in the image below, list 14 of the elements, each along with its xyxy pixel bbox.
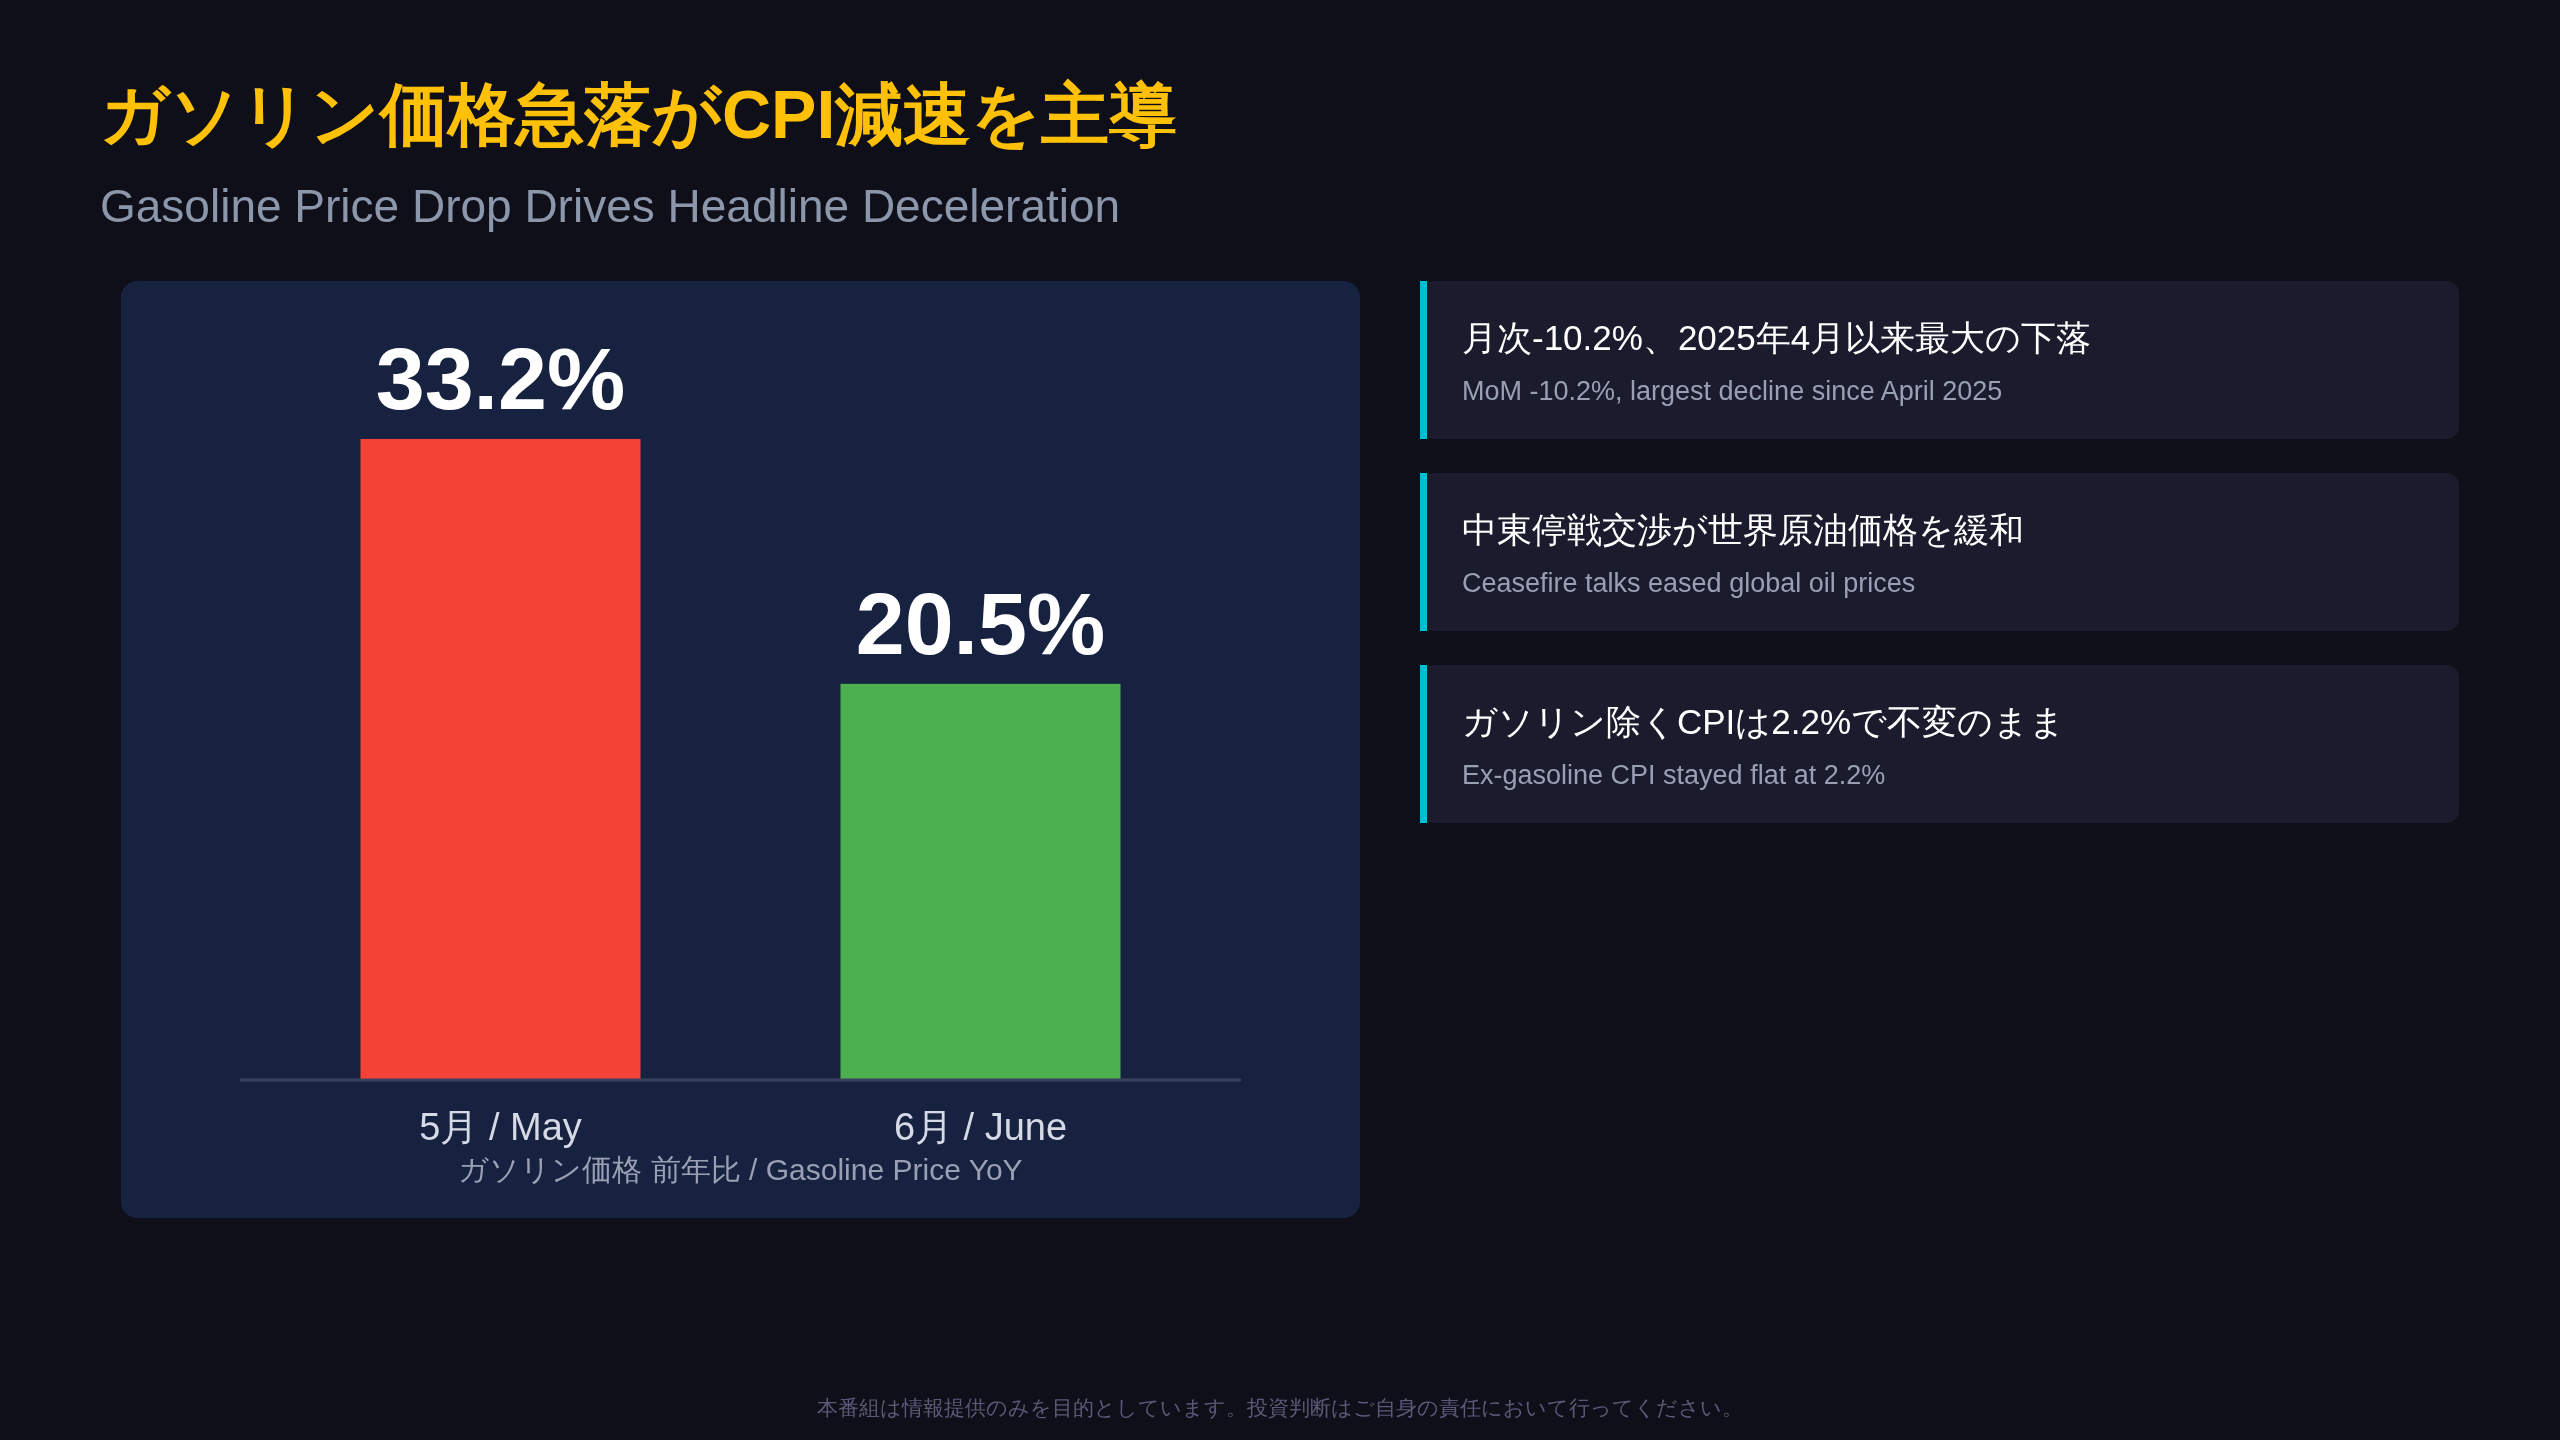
- chart-subtitle: Gasoline Price Drop Drives Headline Deceleration: [100, 180, 1121, 232]
- x-tick-label: 6月 / June: [893, 1106, 1068, 1148]
- text: 中東停戦交渉が世界原油価格を緩和: [1462, 510, 2024, 549]
- data-label: 33.2%: [375, 329, 626, 428]
- data-label: 20.5%: [855, 573, 1106, 673]
- text: 月次-10.2%、2025年4月以来最大の下落: [1462, 318, 2092, 357]
- chart-title: ガソリン価格急落がCPI減速を主導: [100, 76, 1178, 152]
- text: 本番組は情報提供のみを目的としています。投資判断はご自身の責任において行ってください。: [817, 1396, 1743, 1419]
- text: MoM -10.2%, largest decline since April 2025: [1462, 376, 2003, 406]
- text: Ceasefire talks eased global oil prices: [1462, 568, 1916, 598]
- text: Ex-gasoline CPI stayed flat at 2.2%: [1462, 760, 1886, 790]
- x-tick-label: 5月 / May: [419, 1106, 582, 1148]
- text: ガソリン除くCPIは2.2%で不変のまま: [1462, 702, 2066, 741]
- x-axis-title: ガソリン価格 前年比 / Gasoline Price YoY: [458, 1153, 1023, 1186]
